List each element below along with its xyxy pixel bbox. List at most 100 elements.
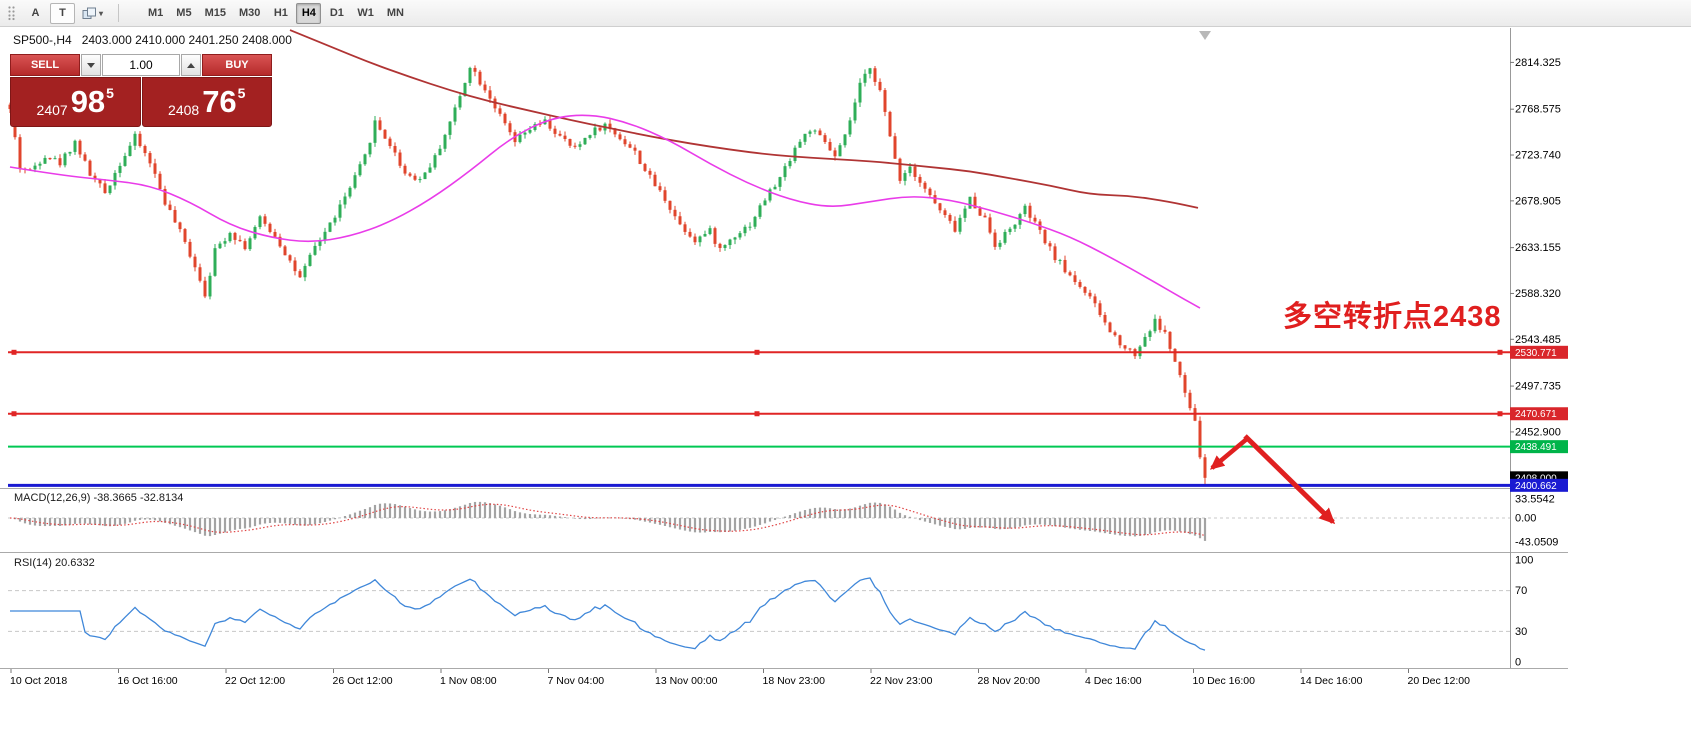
- annotation-arrow[interactable]: [1209, 436, 1250, 470]
- svg-text:2530.771: 2530.771: [1515, 348, 1557, 359]
- chevron-down-icon: ▾: [99, 8, 104, 18]
- ma-fast-magenta-line: [9, 114, 1201, 309]
- price-tag-2530.771: 2530.771: [1510, 345, 1568, 359]
- macd-histogram: [13, 501, 1207, 541]
- caret-down-icon: [87, 62, 95, 68]
- annotation-arrow[interactable]: [1243, 434, 1336, 525]
- timeframe-m1-button[interactable]: M1: [143, 3, 168, 24]
- macd-tick: 33.5542: [1515, 494, 1555, 506]
- caret-up-icon: [187, 62, 195, 68]
- main-toolbar: A T ▾ M1 M5 M15 M30 H1 H4 D1 W1 MN: [0, 0, 1691, 27]
- hline-handle[interactable]: [754, 411, 760, 417]
- macd-indicator-label: MACD(12,26,9) -38.3665 -32.8134: [14, 492, 184, 504]
- timeframe-m30-button[interactable]: M30: [234, 3, 265, 24]
- timeframe-h4-button[interactable]: H4: [296, 2, 322, 24]
- hline-handle[interactable]: [11, 349, 17, 355]
- time-tick: 18 Nov 23:00: [763, 675, 826, 687]
- price-tick: 2723.740: [1515, 150, 1561, 162]
- price-tag-2438.491: 2438.491: [1510, 440, 1568, 454]
- rsi-line: [10, 577, 1206, 651]
- timeframe-d1-button[interactable]: D1: [324, 3, 349, 24]
- price-tick: 2452.900: [1515, 426, 1561, 438]
- time-tick: 1 Nov 08:00: [440, 675, 497, 687]
- svg-text:2408.000: 2408.000: [1515, 473, 1557, 484]
- ma-slow-darkred-line: [289, 29, 1199, 209]
- toolbar-separator: [118, 4, 120, 22]
- shapes-icon: [82, 7, 97, 20]
- candles-layer: [8, 65, 1207, 486]
- rsi-axis: 100 70 30 0: [1515, 555, 1533, 669]
- volume-dropdown-button[interactable]: [81, 54, 101, 76]
- buy-price-sup: 5: [237, 85, 246, 101]
- timeframe-h1-button[interactable]: H1: [268, 3, 293, 24]
- label-tool-button[interactable]: A: [23, 3, 48, 24]
- buy-price-display[interactable]: 2408 76 5: [141, 77, 272, 127]
- hlines-layer: [8, 349, 1510, 487]
- time-tick: 22 Nov 23:00: [870, 675, 933, 687]
- hline-handle[interactable]: [1497, 411, 1503, 417]
- annotation-text[interactable]: 多空转折点2438: [1283, 301, 1502, 333]
- shapes-dropdown-button[interactable]: ▾: [77, 3, 108, 24]
- sell-price-big: 98: [70, 84, 106, 119]
- chart-ohlc-header: SP500-,H4 2403.000 2410.000 2401.250 240…: [13, 33, 292, 47]
- timeframe-w1-button[interactable]: W1: [352, 3, 379, 24]
- buy-price-main: 2408: [168, 102, 200, 118]
- symbol-period-label: SP500-,H4: [13, 33, 72, 47]
- sell-button[interactable]: SELL: [10, 54, 80, 76]
- price-tag-2470.671: 2470.671: [1510, 407, 1568, 421]
- sell-price-sup: 5: [106, 85, 114, 101]
- time-axis: 10 Oct 2018 16 Oct 16:00 22 Oct 12:00 26 Oc…: [10, 669, 1470, 687]
- sell-price-main: 2407: [36, 102, 68, 118]
- timeframe-m5-button[interactable]: M5: [171, 3, 196, 24]
- timeframe-mn-button[interactable]: MN: [382, 3, 409, 24]
- sell-price-display[interactable]: 2407 98 5: [10, 77, 141, 127]
- price-tick: 2678.905: [1515, 195, 1561, 207]
- rsi-tick: 100: [1515, 555, 1533, 567]
- price-axis: 2814.325 2768.575 2723.740 2678.905 2633.155…: [1510, 57, 1561, 438]
- timeframe-m15-button[interactable]: M15: [200, 3, 231, 24]
- time-tick: 10 Oct 2018: [10, 675, 67, 687]
- macd-axis: 33.5542 0.00 -43.0509: [1515, 494, 1558, 549]
- toolbar-grip-icon[interactable]: [7, 5, 16, 21]
- volume-increase-button[interactable]: [181, 54, 201, 76]
- time-tick: 7 Nov 04:00: [548, 675, 605, 687]
- time-tick: 10 Dec 16:00: [1193, 675, 1256, 687]
- rsi-tick: 0: [1515, 657, 1521, 669]
- price-tick: 2588.320: [1515, 288, 1561, 300]
- macd-signal-line: [9, 503, 1206, 537]
- text-tool-button[interactable]: T: [50, 2, 75, 24]
- hline-handle[interactable]: [1497, 349, 1503, 355]
- price-tick: 2768.575: [1515, 104, 1561, 116]
- svg-text:2470.671: 2470.671: [1515, 409, 1557, 420]
- ohlc-values: 2403.000 2410.000 2401.250 2408.000: [81, 33, 292, 47]
- time-tick: 13 Nov 00:00: [655, 675, 718, 687]
- macd-tick: 0.00: [1515, 513, 1536, 525]
- time-tick: 14 Dec 16:00: [1300, 675, 1363, 687]
- buy-button[interactable]: BUY: [202, 54, 272, 76]
- price-tag-2400.662: 2400.662: [1510, 478, 1568, 492]
- svg-text:2438.491: 2438.491: [1515, 442, 1557, 453]
- rsi-tick: 30: [1515, 626, 1527, 638]
- time-tick: 4 Dec 16:00: [1085, 675, 1142, 687]
- price-tick: 2814.325: [1515, 57, 1561, 69]
- buy-price-big: 76: [202, 84, 237, 119]
- rsi-indicator-label: RSI(14) 20.6332: [14, 557, 95, 569]
- hline-handle[interactable]: [754, 349, 760, 355]
- macd-tick: -43.0509: [1515, 537, 1558, 549]
- price-tick: 2497.735: [1515, 381, 1561, 393]
- price-tick: 2543.485: [1515, 334, 1561, 346]
- volume-input[interactable]: [102, 54, 180, 76]
- time-tick: 16 Oct 16:00: [118, 675, 178, 687]
- time-tick: 20 Dec 12:00: [1408, 675, 1471, 687]
- timeframe-buttons: M1 M5 M15 M30 H1 H4 D1 W1 MN: [143, 2, 409, 24]
- time-tick: 28 Nov 20:00: [978, 675, 1041, 687]
- svg-text:2400.662: 2400.662: [1515, 481, 1557, 492]
- price-tick: 2633.155: [1515, 242, 1561, 254]
- time-tick: 22 Oct 12:00: [225, 675, 285, 687]
- hline-handle[interactable]: [11, 411, 17, 417]
- chart-shift-marker[interactable]: [1199, 31, 1211, 40]
